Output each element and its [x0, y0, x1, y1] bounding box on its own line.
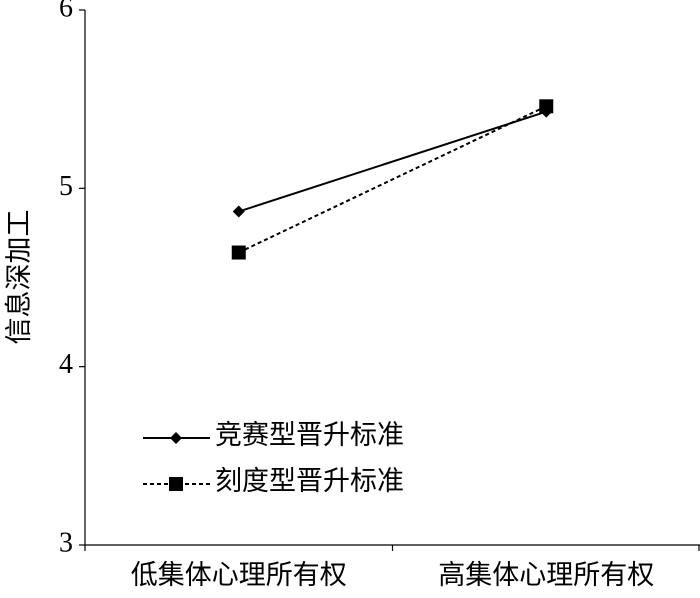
y-tick-label: 6 [59, 0, 73, 23]
point [539, 99, 554, 114]
point [232, 205, 245, 218]
series-line [238, 105, 547, 254]
x-tick-label: 低集体心理所有权 [131, 560, 347, 590]
legend-marker [169, 477, 183, 491]
y-tick-label: 4 [59, 349, 73, 380]
legend-marker [170, 432, 182, 444]
y-tick-label: 5 [59, 171, 73, 202]
legend-label: 刻度型晋升标准 [215, 466, 404, 496]
point [231, 245, 246, 260]
x-tick-label: 高集体心理所有权 [438, 560, 654, 590]
series-line [238, 110, 547, 213]
y-axis-label: 信息深加工 [4, 210, 34, 345]
y-tick-label: 3 [59, 527, 73, 558]
legend-label: 竞赛型晋升标准 [215, 420, 404, 450]
